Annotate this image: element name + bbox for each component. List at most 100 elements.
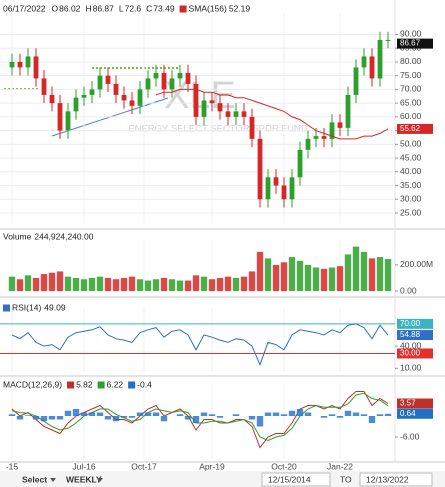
histogram-bar xyxy=(144,412,152,416)
histogram-bar xyxy=(232,414,240,416)
value-box-label: 54.88 xyxy=(400,330,421,339)
volume-bar xyxy=(240,276,248,291)
value-box xyxy=(397,330,433,341)
candle-body xyxy=(369,56,375,79)
volume-bar xyxy=(152,279,160,291)
volume-bar xyxy=(80,279,88,291)
date-input[interactable] xyxy=(261,472,331,487)
y-tick-label: -6.00 xyxy=(400,431,420,441)
value-box xyxy=(397,123,433,134)
candle-body xyxy=(313,136,319,139)
date-input[interactable] xyxy=(359,472,433,487)
candle-body xyxy=(161,72,167,90)
field-value: 86.87 xyxy=(93,3,115,13)
histogram-bar xyxy=(296,409,304,416)
volume-bar xyxy=(24,275,32,291)
histogram-bar xyxy=(152,412,160,416)
histogram-bar xyxy=(48,416,56,420)
volume-bar xyxy=(96,276,104,291)
candle-body xyxy=(193,83,199,117)
volume-bar xyxy=(208,279,216,291)
histogram-bar xyxy=(376,414,384,416)
y-tick-label: 65.00 xyxy=(400,97,422,107)
candle-body xyxy=(65,111,71,131)
y-tick-label: 60.00 xyxy=(400,111,422,121)
histogram-bar xyxy=(24,415,32,416)
candle-body xyxy=(129,100,135,106)
candle-body xyxy=(321,136,327,139)
field-label: H xyxy=(85,3,91,13)
histogram-bar xyxy=(184,416,192,420)
x-tick-label: Jul-16 xyxy=(72,461,95,471)
value-box xyxy=(397,318,433,329)
x-tick-label: Apr-19 xyxy=(199,461,225,471)
candle-body xyxy=(345,94,351,128)
volume-bar xyxy=(272,264,280,291)
y-tick-label: 75.00 xyxy=(400,70,422,80)
histogram-bar xyxy=(368,416,376,423)
histogram-bar xyxy=(128,416,136,418)
candle-body xyxy=(305,138,311,150)
histogram-bar xyxy=(72,409,80,416)
volume-bar xyxy=(344,254,352,291)
candle-body xyxy=(89,89,95,95)
dropdown-arrow xyxy=(50,478,56,482)
y-tick-label: 35.00 xyxy=(400,180,422,190)
histogram-bar xyxy=(120,416,128,418)
candle-body xyxy=(17,61,23,68)
volume-bar xyxy=(320,268,328,291)
field-label: L xyxy=(119,3,124,13)
y-tick-label: 10.00 xyxy=(400,363,422,373)
y-tick-label: 25.00 xyxy=(400,207,422,217)
value-box-label: 30.00 xyxy=(400,349,421,358)
y-tick-label: 45.00 xyxy=(400,152,422,162)
field-value: 86.02 xyxy=(59,3,81,13)
y-tick-label: 80.00 xyxy=(400,56,422,66)
histogram-bar xyxy=(304,412,312,416)
value-box xyxy=(397,408,433,419)
legend-swatch xyxy=(179,5,187,13)
period-button[interactable]: WEEKLY xyxy=(66,474,102,484)
histogram-bar xyxy=(288,410,296,416)
candle-body xyxy=(265,177,271,200)
y-tick-label: 30.00 xyxy=(400,194,422,204)
x-tick-label: Oct-17 xyxy=(131,461,157,471)
histogram-bar xyxy=(328,414,336,416)
candle-body xyxy=(273,177,279,186)
volume-bar xyxy=(288,257,296,291)
volume-bar xyxy=(264,258,272,291)
candle-body xyxy=(9,61,15,68)
histogram-bar xyxy=(8,414,16,416)
volume-bar xyxy=(192,275,200,291)
volume-bar xyxy=(352,246,360,291)
volume-bar xyxy=(248,271,256,291)
candle-body xyxy=(249,116,255,139)
candle-body xyxy=(281,185,287,200)
volume-bar xyxy=(224,276,232,291)
candle-body xyxy=(81,94,87,98)
header-text: MACD(12,26,9) xyxy=(3,379,62,389)
legend-swatch xyxy=(97,381,105,389)
value-box-label: 3.57 xyxy=(400,399,416,408)
volume-bar xyxy=(160,277,168,291)
value-box xyxy=(397,398,433,409)
legend-swatch xyxy=(67,381,75,389)
legend-value: 244,924,240.00 xyxy=(34,231,93,241)
histogram-bar xyxy=(64,410,72,416)
volume-bar xyxy=(368,258,376,291)
candle-body xyxy=(201,100,207,117)
value-box xyxy=(397,38,433,49)
volume-bar xyxy=(280,262,288,291)
y-tick-label: 90.00 xyxy=(400,29,422,39)
volume-bar xyxy=(232,277,240,291)
to-date: 12/13/2022 xyxy=(366,474,409,484)
volume-bar xyxy=(16,279,24,291)
y-tick-label: 50.00 xyxy=(400,139,422,149)
histogram-bar xyxy=(272,412,280,416)
select-button[interactable]: Select xyxy=(22,474,47,484)
volume-bar xyxy=(56,271,64,291)
volume-bar xyxy=(8,276,16,291)
candle-body xyxy=(241,111,247,117)
y-tick-label: 40.00 xyxy=(400,166,422,176)
